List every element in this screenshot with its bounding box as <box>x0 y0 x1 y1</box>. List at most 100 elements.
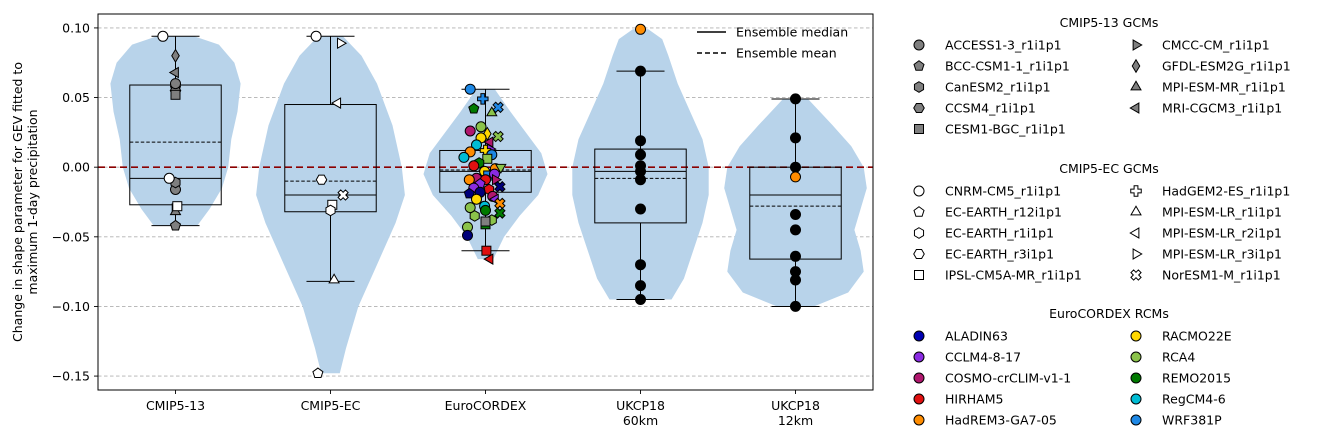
legend-label: CNRM-CM5_r1i1p1 <box>945 184 1061 199</box>
marker-shape <box>635 294 646 305</box>
marker-shape <box>635 135 646 147</box>
marker-shape <box>790 93 801 105</box>
legend-marker <box>913 248 925 260</box>
x-tick-label: UKCP18 <box>616 398 665 413</box>
marker-shape <box>337 37 348 50</box>
data-point <box>471 193 482 205</box>
marker-shape <box>169 219 182 231</box>
legend-label: MPI-ESM-LR_r3i1p1 <box>1162 247 1282 262</box>
marker-shape <box>635 203 646 215</box>
marker-shape <box>913 206 925 217</box>
legend-label: WRF381P <box>1162 413 1222 428</box>
marker-shape <box>328 273 340 284</box>
data-point <box>469 210 480 222</box>
data-point <box>458 151 470 163</box>
legend-marker <box>913 330 925 342</box>
data-point <box>790 274 801 286</box>
legend-label: MRI-CGCM3_r1i1p1 <box>1162 101 1282 116</box>
marker-shape <box>463 174 475 186</box>
marker-shape <box>494 207 506 219</box>
data-point <box>481 245 492 256</box>
marker-shape <box>1130 205 1142 216</box>
marker-shape <box>170 78 181 90</box>
data-point <box>635 259 646 271</box>
legend-label: HIRHAM5 <box>945 392 1003 407</box>
legend-label: CESM1-BGC_r1i1p1 <box>945 122 1066 137</box>
legend-label: MPI-ESM-LR_r1i1p1 <box>1162 205 1282 220</box>
data-point <box>464 83 476 95</box>
violin <box>724 98 867 307</box>
marker-shape <box>1131 58 1141 74</box>
marker-shape <box>635 280 646 292</box>
marker-shape <box>914 270 924 280</box>
data-point <box>337 37 348 50</box>
line-legend-label: Ensemble median <box>736 25 848 40</box>
legend-marker <box>914 124 924 134</box>
legend-marker <box>1132 248 1143 260</box>
marker-shape <box>464 125 476 137</box>
data-point <box>337 189 349 201</box>
data-point <box>494 180 506 193</box>
data-point <box>464 202 476 214</box>
data-point <box>480 216 491 227</box>
data-point <box>471 139 482 151</box>
legend-group-title: CMIP5-EC GCMs <box>1059 161 1159 176</box>
legend-group-title: CMIP5-13 GCMs <box>1060 15 1159 30</box>
marker-shape <box>468 102 480 114</box>
data-point <box>310 30 322 42</box>
marker-shape <box>312 367 324 379</box>
marker-shape <box>485 106 498 117</box>
marker-shape <box>635 149 646 161</box>
data-point <box>172 201 183 212</box>
data-point <box>790 161 801 173</box>
legend-label: HadGEM2-ES_r1i1p1 <box>1162 184 1290 199</box>
marker-shape <box>482 153 493 164</box>
marker-shape <box>463 187 475 199</box>
marker-shape <box>170 89 181 100</box>
marker-shape <box>157 30 169 42</box>
marker-shape <box>635 65 646 77</box>
marker-shape <box>913 39 925 51</box>
marker-shape <box>1129 227 1140 239</box>
data-point <box>328 273 340 284</box>
marker-shape <box>464 83 476 95</box>
legend-label: CanESM2_r1i1p1 <box>945 80 1051 95</box>
marker-shape <box>914 124 924 134</box>
data-point <box>790 209 801 220</box>
marker-shape <box>477 93 489 105</box>
marker-shape <box>310 30 322 42</box>
x-tick-label: 12km <box>778 413 813 428</box>
legend-label: ACCESS1-3_r1i1p1 <box>945 38 1062 53</box>
legend-label: MPI-ESM-MR_r1i1p1 <box>1162 80 1286 95</box>
legend-marker <box>1130 205 1142 216</box>
legend-marker <box>1130 351 1142 363</box>
data-point <box>464 125 476 137</box>
data-point <box>790 132 801 144</box>
data-point <box>492 130 504 143</box>
data-point <box>635 135 646 147</box>
marker-shape <box>1130 414 1142 426</box>
legend-marker <box>1130 393 1142 405</box>
legend-label: EC-EARTH_r12i1p1 <box>945 205 1062 220</box>
marker-shape <box>475 121 487 133</box>
data-point <box>463 187 475 199</box>
legend-group-title: EuroCORDEX RCMs <box>1049 306 1169 321</box>
marker-shape <box>790 300 801 312</box>
marker-shape <box>163 172 175 184</box>
marker-shape <box>790 209 801 220</box>
data-point <box>492 101 504 114</box>
legend-label: BCC-CSM1-1_r1i1p1 <box>945 59 1070 74</box>
data-point <box>635 203 646 215</box>
data-point <box>635 174 646 186</box>
marker-shape <box>913 185 925 197</box>
data-point <box>635 23 646 35</box>
legend-marker <box>913 393 925 405</box>
legend-marker <box>1132 39 1143 51</box>
data-point <box>480 204 491 216</box>
marker-shape <box>1129 102 1140 114</box>
data-point <box>790 300 801 312</box>
legend-marker <box>1130 80 1142 91</box>
data-point <box>171 48 180 64</box>
marker-shape <box>1130 393 1142 405</box>
data-point <box>330 97 342 109</box>
